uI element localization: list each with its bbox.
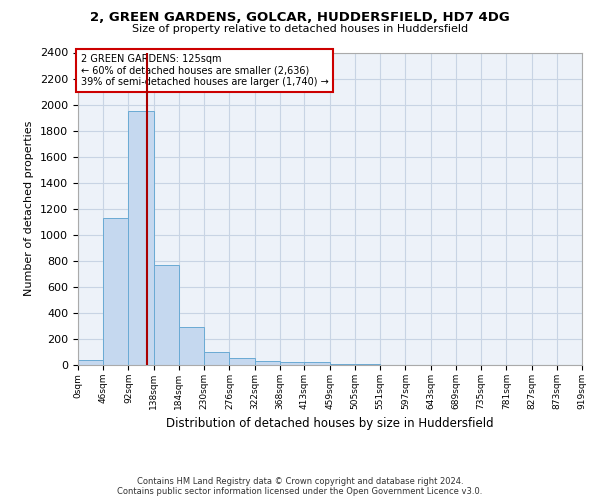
Bar — [280, 362, 305, 365]
X-axis label: Distribution of detached houses by size in Huddersfield: Distribution of detached houses by size … — [166, 418, 494, 430]
Y-axis label: Number of detached properties: Number of detached properties — [25, 121, 34, 296]
Bar — [103, 218, 128, 365]
Bar — [128, 111, 154, 365]
Bar — [254, 361, 280, 365]
Text: Size of property relative to detached houses in Huddersfield: Size of property relative to detached ho… — [132, 24, 468, 34]
Bar — [229, 358, 254, 365]
Text: 2, GREEN GARDENS, GOLCAR, HUDDERSFIELD, HD7 4DG: 2, GREEN GARDENS, GOLCAR, HUDDERSFIELD, … — [90, 11, 510, 24]
Text: 2 GREEN GARDENS: 125sqm
← 60% of detached houses are smaller (2,636)
39% of semi: 2 GREEN GARDENS: 125sqm ← 60% of detache… — [80, 54, 328, 88]
Bar — [154, 264, 179, 365]
Bar — [78, 360, 103, 365]
Bar — [355, 364, 380, 365]
Bar — [179, 326, 204, 365]
Bar — [330, 364, 355, 365]
Bar — [204, 352, 229, 365]
Text: Contains HM Land Registry data © Crown copyright and database right 2024.
Contai: Contains HM Land Registry data © Crown c… — [118, 476, 482, 496]
Bar — [304, 362, 330, 365]
